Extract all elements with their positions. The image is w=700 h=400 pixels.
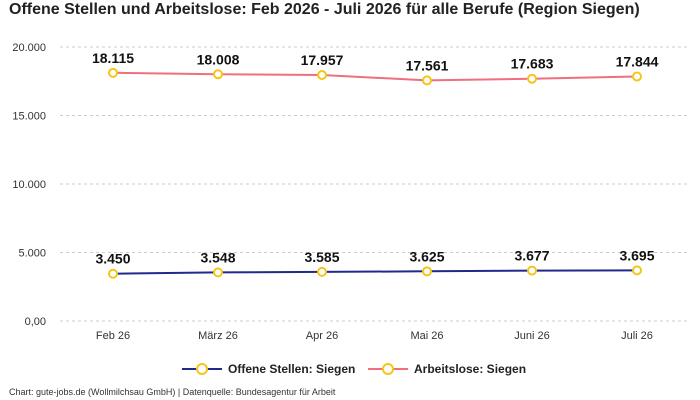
y-tick-label: 0,00 xyxy=(25,316,46,328)
x-tick-label-apr: Apr 26 xyxy=(306,330,338,342)
legend-item-arbeitslose[interactable]: Arbeitslose: Siegen xyxy=(368,362,526,376)
legend-swatch-arbeitslose xyxy=(368,362,408,376)
data-label-offene-stellen-juni: 3.677 xyxy=(514,248,549,264)
y-tick-label: 10.000 xyxy=(12,179,46,191)
x-tick-label-mai: Mai 26 xyxy=(410,330,443,342)
point-arbeitslose-juli[interactable] xyxy=(632,71,642,82)
point-arbeitslose-feb[interactable] xyxy=(108,67,118,78)
data-labels: 3.450 3.548 3.585 3.625 3.677 3.695 18.115 18.0… xyxy=(92,50,659,267)
x-tick-label-maerz: März 26 xyxy=(198,330,238,342)
data-label-arbeitslose-juli: 17.844 xyxy=(616,54,659,70)
x-tick-label-feb: Feb 26 xyxy=(96,330,130,342)
data-label-arbeitslose-feb: 18.115 xyxy=(92,50,134,66)
point-offene-stellen-apr[interactable] xyxy=(317,266,327,277)
line-chart: 0,00 5.000 10.000 15.000 20.000 Feb 26 März 2… xyxy=(12,42,690,342)
point-arbeitslose-apr[interactable] xyxy=(317,69,327,80)
point-offene-stellen-feb[interactable] xyxy=(108,268,118,279)
data-label-offene-stellen-mai: 3.625 xyxy=(409,248,444,264)
data-label-offene-stellen-juli: 3.695 xyxy=(619,247,654,263)
series-group xyxy=(108,67,642,279)
footer-source: Chart: gute-jobs.de (Wollmilchsau GmbH) … xyxy=(9,387,336,397)
y-tick-label: 15.000 xyxy=(12,111,46,123)
data-label-offene-stellen-feb: 3.450 xyxy=(95,251,130,267)
x-tick-label-juli: Juli 26 xyxy=(621,330,653,342)
legend-label-arbeitslose: Arbeitslose: Siegen xyxy=(414,362,527,376)
chart-title: Offene Stellen und Arbeitslose: Feb 2026… xyxy=(9,1,640,18)
point-offene-stellen-maerz[interactable] xyxy=(213,267,223,278)
y-tick-label: 5.000 xyxy=(18,248,46,260)
y-axis-ticks: 0,00 5.000 10.000 15.000 20.000 xyxy=(12,42,46,328)
point-arbeitslose-juni[interactable] xyxy=(527,73,537,84)
y-tick-label: 20.000 xyxy=(12,42,46,54)
data-label-offene-stellen-maerz: 3.548 xyxy=(200,249,235,265)
legend-label-offene: Offene Stellen: Siegen xyxy=(228,362,356,376)
legend: Offene Stellen: Siegen Arbeitslose: Sieg… xyxy=(0,362,700,380)
point-offene-stellen-juli[interactable] xyxy=(632,265,642,276)
point-arbeitslose-maerz[interactable] xyxy=(213,69,223,80)
point-offene-stellen-juni[interactable] xyxy=(527,265,537,276)
point-offene-stellen-mai[interactable] xyxy=(422,266,432,277)
data-label-offene-stellen-apr: 3.585 xyxy=(304,249,339,265)
grid-lines xyxy=(60,46,690,322)
data-label-arbeitslose-mai: 17.561 xyxy=(406,57,449,73)
x-tick-label-juni: Juni 26 xyxy=(514,330,549,342)
legend-swatch-offene xyxy=(182,362,222,376)
data-label-arbeitslose-apr: 17.957 xyxy=(301,52,344,68)
data-label-arbeitslose-juni: 17.683 xyxy=(511,56,554,72)
x-axis-ticks: Feb 26 März 26 Apr 26 Mai 26 Juni 26 Juli 26 xyxy=(96,330,653,342)
data-label-arbeitslose-maerz: 18.008 xyxy=(197,51,240,67)
series-line-arbeitslose xyxy=(112,71,638,82)
series-line-offene-stellen xyxy=(112,269,638,275)
point-arbeitslose-mai[interactable] xyxy=(422,75,432,86)
legend-item-offene[interactable]: Offene Stellen: Siegen xyxy=(182,362,355,376)
